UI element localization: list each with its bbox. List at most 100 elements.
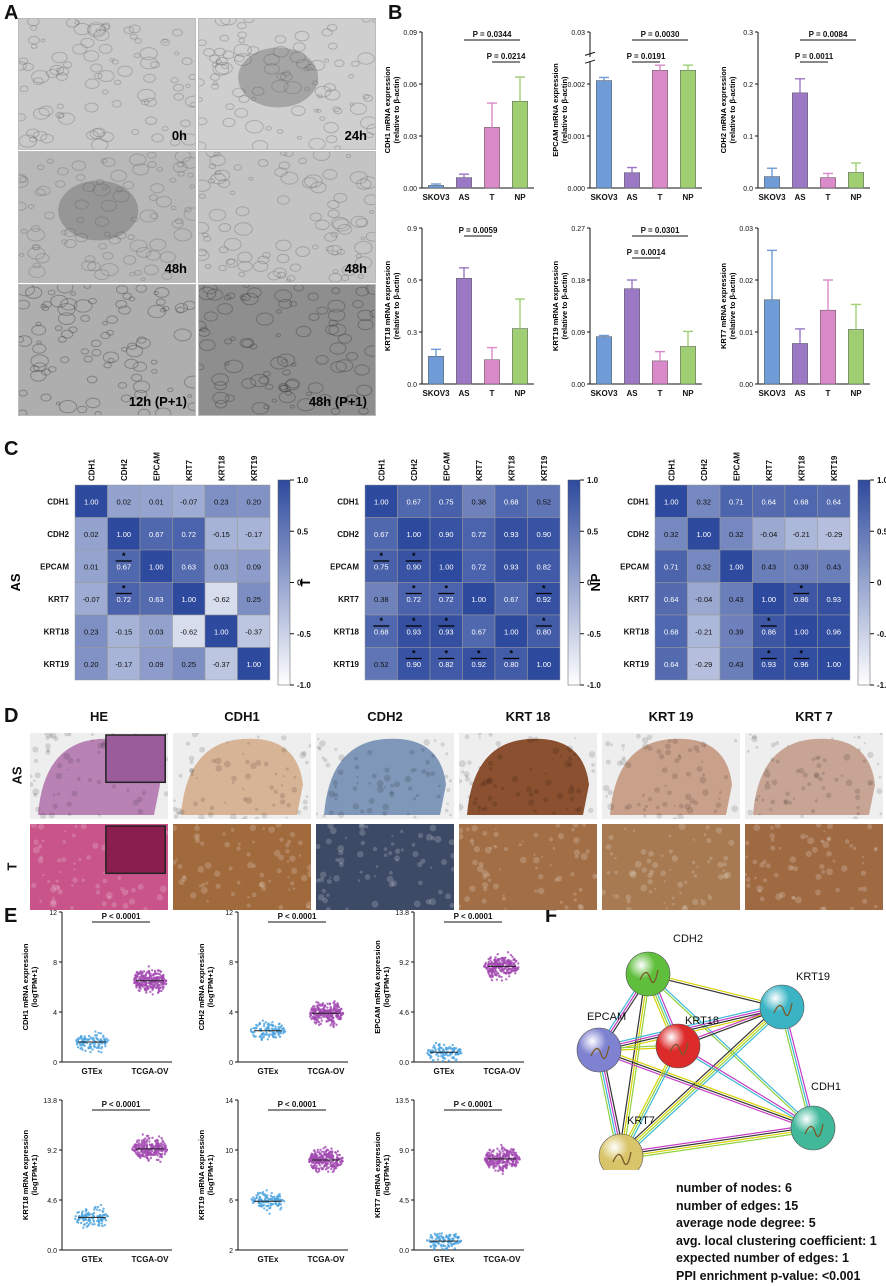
data-point bbox=[136, 975, 139, 978]
data-point bbox=[446, 1243, 450, 1247]
bar bbox=[484, 127, 500, 189]
data-point bbox=[89, 1036, 93, 1039]
heatmap-cell-value: 0.39 bbox=[794, 562, 809, 571]
tissue-speck bbox=[322, 757, 328, 763]
tissue-speck bbox=[95, 883, 101, 889]
data-point bbox=[329, 1015, 333, 1018]
data-point bbox=[497, 1159, 500, 1163]
cell bbox=[115, 231, 127, 240]
data-point bbox=[148, 1137, 151, 1140]
tissue-speck bbox=[190, 772, 194, 777]
data-point bbox=[500, 979, 504, 982]
heatmap-cell bbox=[719, 614, 753, 648]
cell bbox=[140, 277, 146, 282]
cell bbox=[127, 234, 135, 240]
heatmap-cell bbox=[494, 614, 528, 648]
tissue-speck bbox=[304, 760, 309, 765]
tissue-speck bbox=[807, 782, 812, 787]
heatmap-cell bbox=[527, 582, 561, 616]
data-point bbox=[266, 1204, 270, 1208]
tissue-speck bbox=[91, 739, 94, 743]
heatmap-cell bbox=[172, 517, 206, 551]
data-point bbox=[314, 1168, 318, 1171]
tissue-speck bbox=[626, 803, 633, 810]
y-axis-title-line: KRT18 mRNA expression bbox=[21, 1130, 30, 1221]
tissue-speck bbox=[274, 772, 278, 776]
tissue-speck bbox=[263, 761, 269, 767]
heatmap-cell-value: 0.80 bbox=[504, 660, 519, 669]
cell bbox=[361, 19, 371, 23]
cell bbox=[187, 172, 194, 178]
tissue-speck bbox=[654, 787, 660, 793]
cell bbox=[308, 137, 326, 149]
p-value-label: P = 0.0014 bbox=[627, 248, 666, 257]
cell bbox=[63, 227, 77, 238]
cell bbox=[62, 61, 73, 69]
p-value-label: P = 0.0059 bbox=[459, 226, 498, 235]
cell bbox=[224, 359, 244, 374]
tissue-speck bbox=[658, 753, 665, 760]
tissue-speck bbox=[533, 809, 538, 813]
data-point bbox=[262, 1035, 265, 1039]
tissue-speck bbox=[388, 881, 395, 888]
tissue-speck bbox=[703, 744, 707, 748]
column-gene-label: CDH1 bbox=[87, 459, 96, 481]
cell bbox=[278, 161, 291, 170]
row-gene-label: CDH1 bbox=[627, 497, 649, 506]
cell bbox=[316, 306, 328, 315]
data-point bbox=[490, 979, 494, 982]
column-gene-label: CDH2 bbox=[410, 459, 419, 481]
data-point bbox=[144, 1149, 147, 1152]
ihc-texture bbox=[316, 738, 453, 819]
data-point bbox=[449, 1233, 452, 1237]
heatmap-cell-value: -0.04 bbox=[760, 530, 777, 539]
cell bbox=[115, 299, 128, 309]
tissue-speck bbox=[261, 812, 268, 819]
cell bbox=[160, 38, 171, 46]
tissue-speck bbox=[280, 784, 284, 787]
data-point bbox=[153, 972, 156, 976]
data-point bbox=[145, 1141, 148, 1144]
tissue-speck bbox=[301, 750, 307, 756]
data-point bbox=[131, 1147, 134, 1151]
cell bbox=[156, 166, 164, 172]
tissue-speck bbox=[67, 812, 72, 817]
y-axis-title-line: CDH1 mRNA expression bbox=[383, 66, 392, 153]
bar bbox=[512, 101, 528, 189]
cell bbox=[87, 261, 101, 272]
cell bbox=[285, 378, 300, 389]
data-point bbox=[314, 1151, 317, 1155]
data-point bbox=[495, 974, 498, 977]
tissue-speck bbox=[795, 769, 800, 773]
data-point bbox=[502, 1152, 505, 1155]
tissue-speck bbox=[173, 799, 177, 803]
tissue-speck bbox=[42, 873, 45, 877]
tissue-speck bbox=[433, 739, 437, 742]
heatmap-cell-value: 0.38 bbox=[471, 497, 486, 506]
ihc-texture bbox=[30, 824, 168, 910]
tissue-speck bbox=[137, 808, 144, 815]
y-axis-title-line: (relative to β-actin) bbox=[392, 76, 401, 144]
cell bbox=[150, 61, 160, 69]
data-point bbox=[135, 971, 138, 974]
stat-line: PPI enrichment p-value: <0.001 bbox=[676, 1268, 861, 1283]
heatmap-cell bbox=[172, 582, 206, 616]
cell bbox=[327, 42, 338, 50]
data-point bbox=[319, 1148, 322, 1152]
data-point bbox=[489, 976, 493, 979]
tissue-speck bbox=[495, 740, 502, 747]
tissue-speck bbox=[592, 873, 597, 880]
tissue-speck bbox=[656, 812, 663, 819]
cell bbox=[75, 173, 86, 182]
tissue-speck bbox=[813, 772, 820, 778]
y-tick-label: 0.002 bbox=[567, 82, 585, 89]
tissue-speck bbox=[533, 832, 539, 838]
data-point bbox=[148, 976, 152, 979]
significance-star: * bbox=[412, 649, 416, 659]
data-point bbox=[325, 1015, 328, 1019]
tissue-speck bbox=[665, 749, 671, 756]
tissue-speck bbox=[544, 772, 547, 775]
